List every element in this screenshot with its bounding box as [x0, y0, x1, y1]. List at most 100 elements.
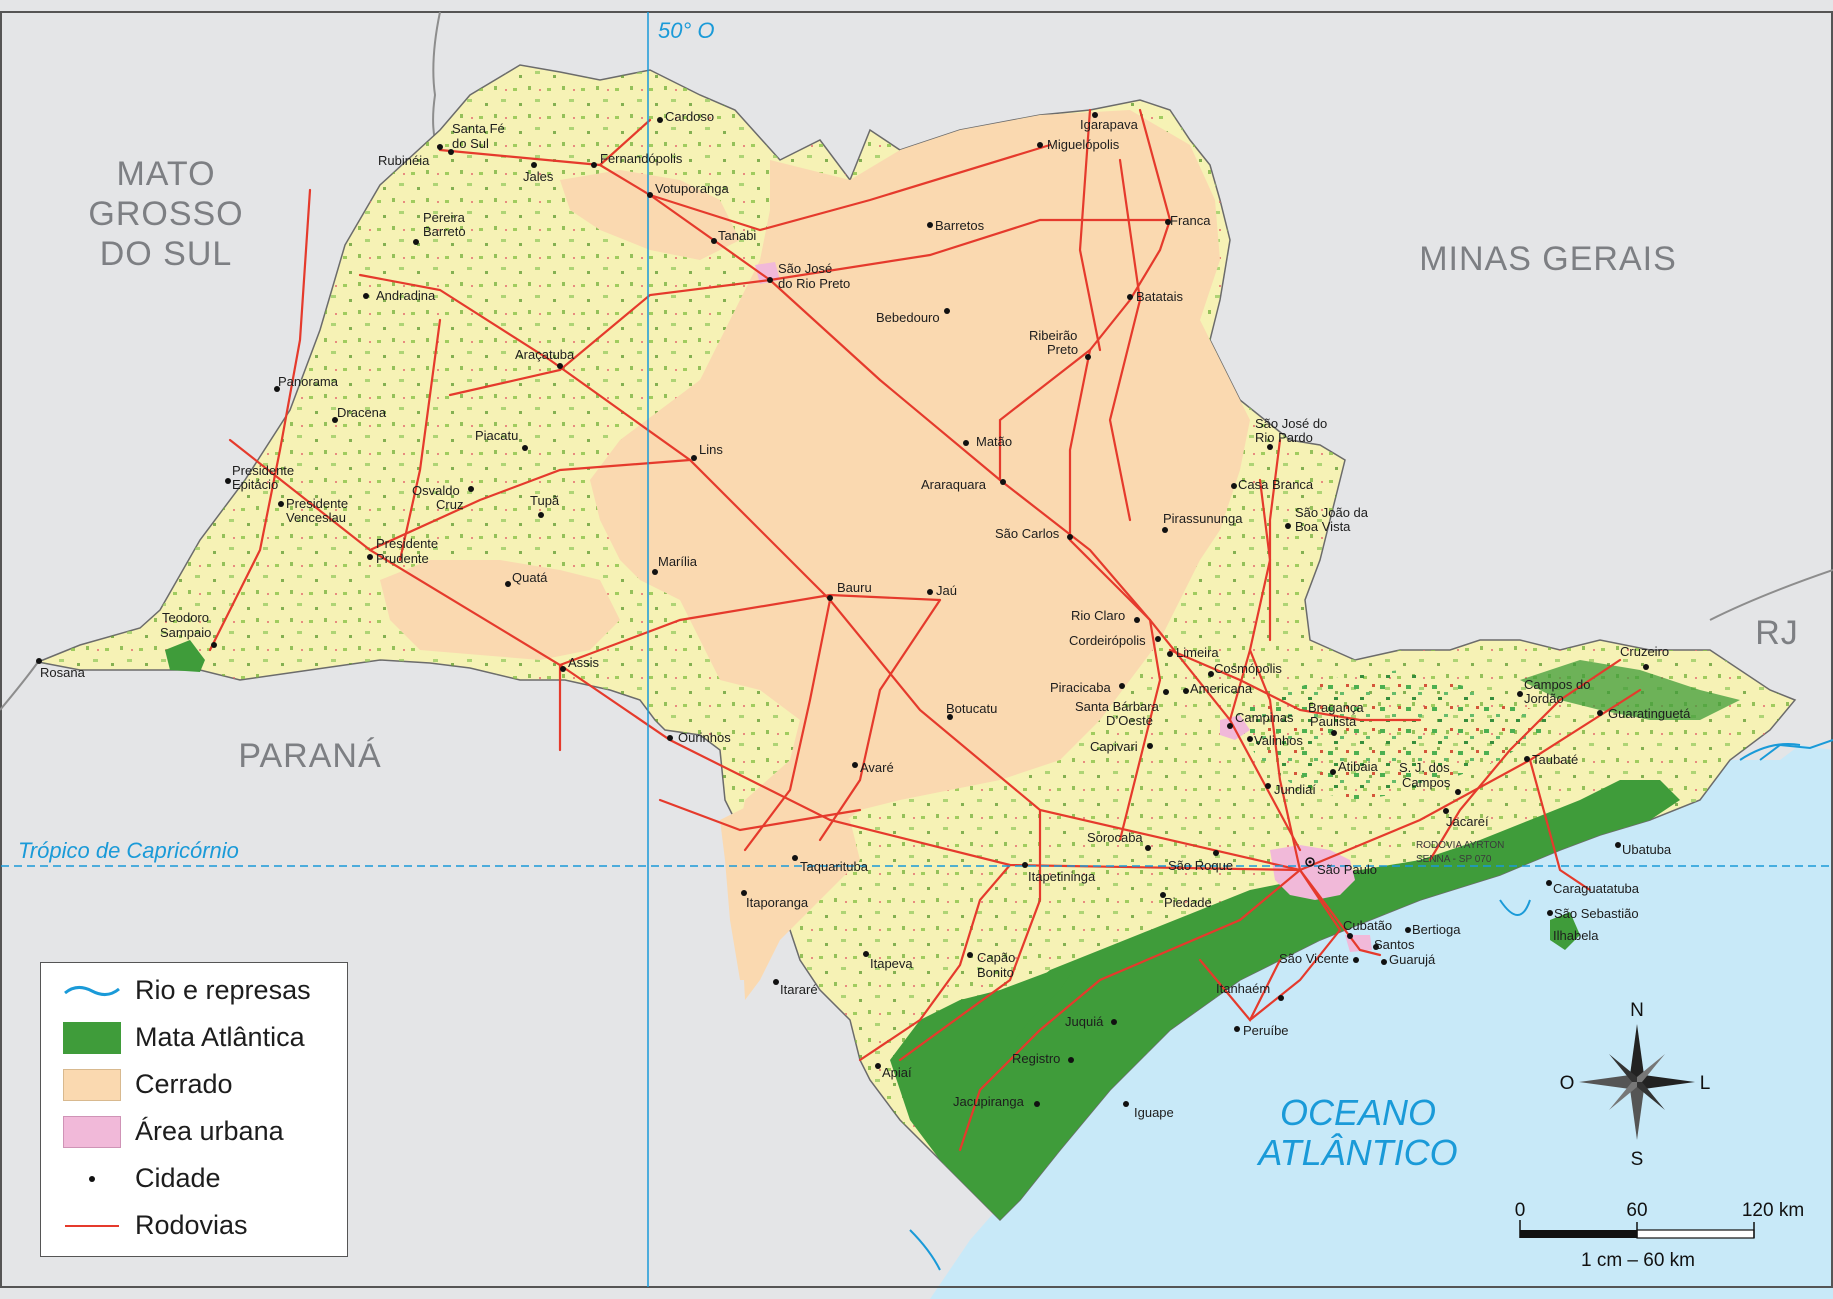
city-label: Atibaia [1338, 759, 1379, 774]
tropic-label: Trópico de Capricórnio [18, 838, 239, 863]
compass-south: S [1631, 1149, 1644, 1170]
city-label: Capivari [1090, 739, 1138, 754]
city-label: Rio Claro [1071, 608, 1125, 623]
city-label: Cruz [436, 497, 463, 512]
city-label: Rosana [40, 665, 86, 680]
coastal-river [1759, 739, 1833, 761]
scale-bar: 0 60 120 km 1 cm – 60 km [1515, 1200, 1804, 1271]
compass-west: O [1560, 1073, 1575, 1094]
legend-label-urbana: Área urbana [135, 1116, 284, 1146]
city-label: Cordeirópolis [1069, 633, 1146, 648]
city-label: Bertioga [1412, 922, 1461, 937]
city-label: Araraquara [921, 477, 987, 492]
city-label: Rubinéia [378, 153, 430, 168]
city-label: Cruzeiro [1620, 644, 1669, 659]
city-label: Tanabi [718, 228, 756, 243]
city-label: Taubaté [1532, 752, 1578, 767]
cerrado-area-south [720, 800, 860, 980]
legend-item-urbana: Área urbana [41, 1112, 347, 1152]
city-label: Ourinhos [678, 730, 731, 745]
city-label: Ilhabela [1553, 928, 1599, 943]
city-label: Panorama [278, 374, 339, 389]
city-label: Guaratinguetá [1608, 706, 1691, 721]
city-label: Dracena [337, 405, 387, 420]
city-label: Pirassununga [1163, 511, 1243, 526]
city-label: São Sebastião [1554, 906, 1639, 921]
city-label: Teodoro [162, 610, 209, 625]
cerrado-swatch [63, 1069, 121, 1101]
mata-atlantica-teodoro [165, 640, 205, 672]
cerrado-area-north [560, 170, 740, 260]
city-label: Epitácio [232, 477, 278, 492]
city-label: Jaú [936, 583, 957, 598]
meridian-label: 50° O [658, 18, 715, 43]
city-label: Barreto [423, 224, 466, 239]
city-label: Bragança [1308, 700, 1364, 715]
city-label: Cardoso [665, 109, 714, 124]
city-label: Santa Bárbara [1075, 699, 1160, 714]
ocean [930, 745, 1833, 1299]
mata-atlantica-ilhabela [1550, 912, 1580, 950]
region-mato-grosso-line2: GROSSO [88, 195, 243, 233]
city-label: São José do [1255, 416, 1327, 431]
mata-atlantica-ribeira [890, 960, 1080, 1160]
city-label: Guarujá [1389, 952, 1436, 967]
city-label: Itararé [780, 982, 818, 997]
map-frame [0, 11, 1833, 1288]
city-label: Paulista [1310, 714, 1357, 729]
city-label: Presidente [376, 536, 438, 551]
mata-atlantica-texture [1230, 670, 1560, 800]
city-label: Barretos [935, 218, 985, 233]
city-label: Jacupiranga [953, 1094, 1025, 1109]
city-label: Jacareí [1446, 814, 1489, 829]
legend-label-mata: Mata Atlântica [135, 1022, 305, 1052]
city-label: Santa Fé [452, 121, 505, 136]
region-mato-grosso-line3: DO SUL [100, 235, 233, 273]
city-label: Capão [977, 950, 1015, 965]
mata-atlantica-coast [930, 780, 1680, 1220]
city-label: Igarapava [1080, 117, 1139, 132]
city-swatch [89, 1176, 95, 1182]
compass-rose: N S O L [1560, 1000, 1711, 1170]
city-label: Batatais [1136, 289, 1183, 304]
city-label: Cosmópolis [1214, 661, 1282, 676]
city-label: Miguelópolis [1047, 137, 1120, 152]
scale-tick-120: 120 km [1742, 1200, 1804, 1221]
ocean-label-line1: OCEANO [1280, 1092, 1436, 1133]
city-label: Itanhaém [1216, 981, 1270, 996]
road-label-line2: SENNA - SP 070 [1416, 854, 1492, 865]
city-label: Taquarituba [800, 859, 869, 874]
city-label: Americana [1190, 681, 1253, 696]
road-swatch [65, 1225, 119, 1227]
city-label: Votuporanga [655, 181, 730, 196]
city-label: São José [778, 261, 832, 276]
cerrado-area-west [380, 560, 620, 660]
city-label: Venceslau [286, 510, 346, 525]
city-label: Campos do [1524, 677, 1590, 692]
city-label: Boa Vista [1295, 519, 1351, 534]
city-label: São Roque [1168, 858, 1233, 873]
city-label: Assis [568, 655, 600, 670]
city-label: Bebedouro [876, 310, 940, 325]
legend-label-cidade: Cidade [135, 1163, 221, 1193]
city-label: Rio Pardo [1255, 430, 1313, 445]
region-parana: PARANÁ [238, 737, 381, 775]
city-label: Sampaio [160, 625, 211, 640]
cerrado-area-central [590, 110, 1250, 1000]
city-label: Presidente [286, 496, 348, 511]
city-label: Lins [699, 442, 723, 457]
compass-east: L [1700, 1073, 1711, 1094]
city-label: Tupã [530, 493, 560, 508]
city-label: Botucatu [946, 701, 997, 716]
city-label: Casa Branca [1238, 477, 1314, 492]
scale-ratio: 1 cm – 60 km [1581, 1250, 1695, 1271]
scale-tick-0: 0 [1515, 1200, 1526, 1221]
road-network [208, 108, 1642, 1152]
mata-swatch [63, 1022, 121, 1054]
city-label: Andradina [376, 288, 436, 303]
city-label: Araçatuba [515, 347, 575, 362]
city-label: Presidente [232, 463, 294, 478]
city-label: Jundiaí [1274, 782, 1316, 797]
city-label: Itaporanga [746, 895, 809, 910]
